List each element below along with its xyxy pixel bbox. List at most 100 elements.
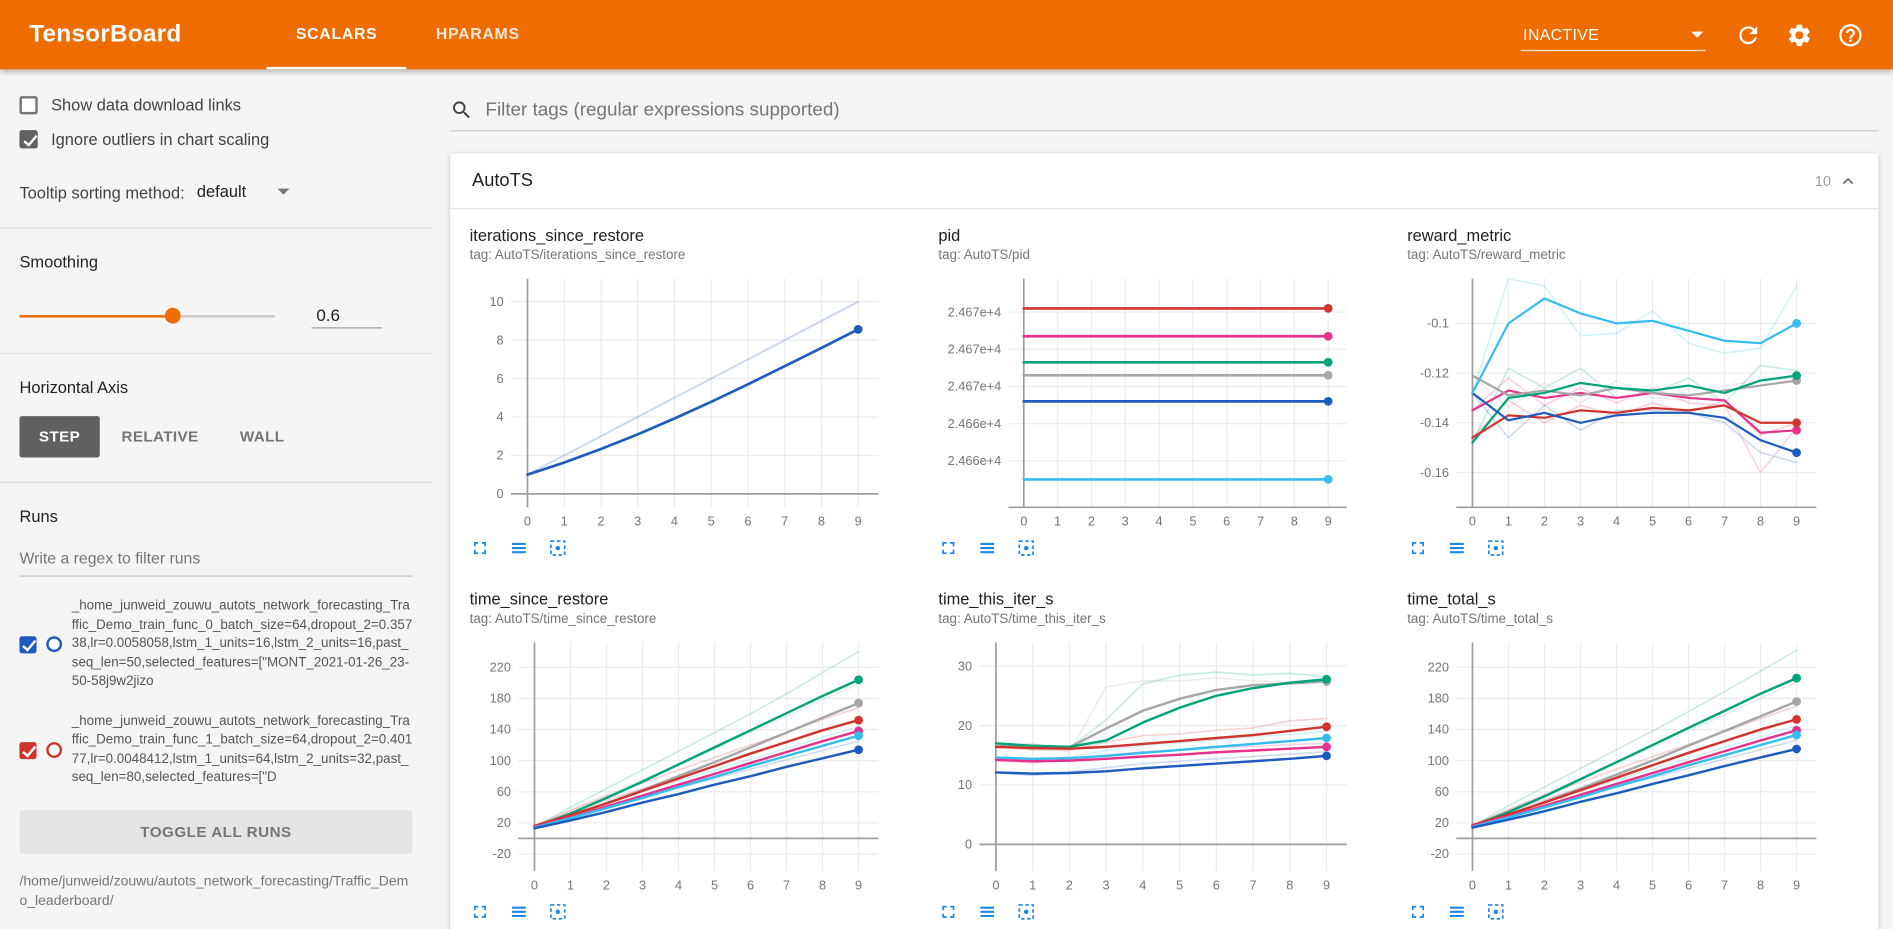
expand-chart-icon[interactable]	[1407, 538, 1428, 559]
run-item[interactable]: _home_junweid_zouwu_autots_network_forec…	[19, 712, 412, 787]
chart-card: time_since_restore tag: AutoTS/time_since…	[470, 590, 922, 922]
help-icon[interactable]	[1837, 21, 1864, 48]
divider	[0, 227, 432, 229]
runs-filter-input[interactable]	[19, 540, 413, 577]
svg-text:2: 2	[603, 877, 610, 892]
svg-text:2.466e+4: 2.466e+4	[948, 416, 1002, 431]
full-width-icon[interactable]	[1446, 902, 1467, 923]
chart-plot[interactable]: 0 1 2 3 4 5 6 7 8 9 -0.1 -0.12 -0.14 -0.16	[1407, 269, 1826, 534]
svg-text:0: 0	[1021, 514, 1028, 529]
run-checkbox[interactable]	[19, 635, 37, 654]
chart-toolbar	[1407, 538, 1859, 559]
expand-chart-icon[interactable]	[938, 902, 959, 923]
expand-chart-icon[interactable]	[938, 538, 959, 559]
card-title: AutoTS	[472, 170, 533, 192]
full-width-icon[interactable]	[977, 538, 998, 559]
divider	[0, 481, 432, 483]
card-collapse-control[interactable]: 10	[1815, 172, 1857, 189]
svg-text:3: 3	[639, 877, 646, 892]
chart-title: reward_metric	[1407, 226, 1512, 245]
settings-gear-icon[interactable]	[1786, 21, 1813, 48]
svg-text:6: 6	[1685, 877, 1692, 892]
chart-tag: tag: AutoTS/pid	[938, 248, 1030, 263]
fit-domain-icon[interactable]	[1485, 538, 1506, 559]
tag-filter-input[interactable]	[485, 99, 1879, 122]
smoothing-heading: Smoothing	[19, 253, 98, 272]
checkbox-row-ignore-outliers[interactable]: Ignore outliers in chart scaling	[19, 130, 412, 149]
expand-chart-icon[interactable]	[470, 902, 491, 923]
checkbox-ignore-outliers[interactable]	[19, 130, 38, 149]
smoothing-slider-thumb[interactable]	[164, 307, 181, 324]
smoothing-value-input[interactable]	[311, 302, 383, 329]
chevron-down-icon	[1691, 31, 1704, 38]
svg-text:0: 0	[993, 877, 1000, 892]
full-width-icon[interactable]	[509, 538, 530, 559]
toggle-all-runs-button[interactable]: TOGGLE ALL RUNS	[19, 809, 413, 854]
svg-text:4: 4	[497, 409, 504, 424]
svg-text:0: 0	[1469, 877, 1476, 892]
axis-step-button[interactable]: STEP	[19, 416, 100, 458]
svg-text:100: 100	[1427, 753, 1448, 768]
svg-text:3: 3	[1577, 514, 1584, 529]
checkbox-download-links[interactable]	[19, 96, 38, 115]
svg-text:9: 9	[855, 877, 862, 892]
fit-domain-icon[interactable]	[547, 538, 568, 559]
tooltip-sort-dropdown[interactable]: default	[197, 182, 291, 203]
chart-tag: tag: AutoTS/iterations_since_restore	[469, 248, 686, 263]
svg-text:2: 2	[1066, 877, 1073, 892]
chart-plot[interactable]: 0 1 2 3 4 5 6 7 8 9 -20 20 60 100 140 180 220	[470, 633, 889, 898]
chart-title: iterations_since_restore	[469, 226, 644, 245]
chart-toolbar	[1407, 902, 1859, 923]
fit-domain-icon[interactable]	[547, 902, 568, 923]
fit-domain-icon[interactable]	[1016, 902, 1037, 923]
full-width-icon[interactable]	[977, 902, 998, 923]
tooltip-sort-row: Tooltip sorting method: default	[19, 182, 412, 203]
full-width-icon[interactable]	[1446, 538, 1467, 559]
tag-filter-bar	[450, 99, 1879, 132]
axis-wall-button[interactable]: WALL	[220, 416, 303, 457]
chart-card: pid tag: AutoTS/pid 0 1 2 3 4 5 6 7 8 9 2.467e+4 2.46…	[938, 226, 1390, 558]
run-radio[interactable]	[46, 636, 63, 653]
chart-plot[interactable]: 0 1 2 3 4 5 6 7 8 9 0 2 4 6 8 10	[470, 269, 889, 534]
smoothing-slider[interactable]	[19, 307, 275, 324]
chart-tag: tag: AutoTS/time_total_s	[1407, 611, 1554, 627]
svg-text:6: 6	[744, 514, 751, 529]
svg-text:5: 5	[1649, 877, 1656, 892]
fit-domain-icon[interactable]	[1485, 902, 1506, 923]
chart-toolbar	[938, 902, 1390, 923]
status-dropdown[interactable]: INACTIVE	[1520, 19, 1706, 51]
svg-text:3: 3	[1577, 877, 1584, 892]
run-checkbox[interactable]	[19, 741, 37, 759]
svg-text:2: 2	[1088, 514, 1095, 529]
svg-text:140: 140	[490, 722, 511, 737]
svg-text:6: 6	[1224, 514, 1231, 529]
chart-plot[interactable]: 0 1 2 3 4 5 6 7 8 9 2.467e+4 2.467e+4 2.467e+4 2.466e…	[938, 269, 1357, 534]
tab-hparams[interactable]: HPARAMS	[435, 24, 520, 43]
svg-text:10: 10	[958, 777, 972, 792]
run-item[interactable]: _home_junweid_zouwu_autots_network_forec…	[19, 597, 412, 691]
svg-text:8: 8	[1757, 877, 1764, 892]
chevron-down-icon	[277, 188, 291, 195]
run-radio[interactable]	[46, 742, 63, 758]
svg-text:4: 4	[1156, 514, 1163, 529]
svg-text:9: 9	[1323, 877, 1330, 892]
chart-plot[interactable]: 0 1 2 3 4 5 6 7 8 9 -20 20 60 100 140 180 220	[1407, 633, 1826, 898]
fit-domain-icon[interactable]	[1016, 538, 1037, 559]
expand-chart-icon[interactable]	[1407, 902, 1428, 923]
run-label: _home_junweid_zouwu_autots_network_forec…	[71, 713, 413, 785]
svg-text:0: 0	[497, 486, 504, 501]
svg-text:0: 0	[965, 837, 972, 852]
chart-plot[interactable]: 0 1 2 3 4 5 6 7 8 9 0 10 20 30	[938, 633, 1357, 898]
autots-card-header[interactable]: AutoTS 10	[450, 153, 1879, 210]
svg-text:2.467e+4: 2.467e+4	[948, 304, 1002, 319]
expand-chart-icon[interactable]	[470, 538, 491, 559]
checkbox-row-download-links[interactable]: Show data download links	[19, 96, 412, 115]
full-width-icon[interactable]	[509, 902, 530, 923]
tab-scalars[interactable]: SCALARS	[266, 0, 407, 70]
svg-text:7: 7	[1721, 514, 1728, 529]
chart-card: time_total_s tag: AutoTS/time_total_s 0 1 2 3…	[1407, 590, 1859, 922]
svg-text:-20: -20	[493, 846, 511, 861]
autots-card: AutoTS 10 iterations_since_restore tag: A…	[450, 153, 1879, 929]
refresh-icon[interactable]	[1735, 21, 1762, 48]
axis-relative-button[interactable]: RELATIVE	[102, 416, 218, 457]
